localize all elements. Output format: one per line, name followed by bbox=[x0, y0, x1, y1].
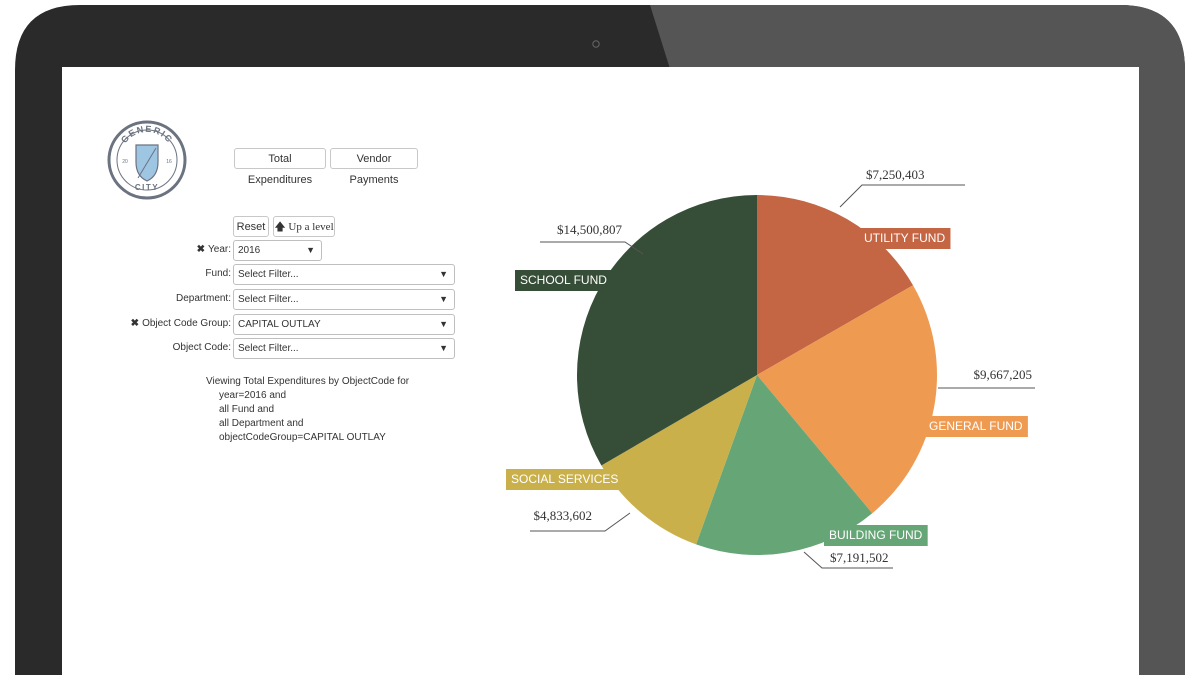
filter-select-value: Select Filter... bbox=[238, 343, 299, 354]
slice-name-label: SOCIAL SERVICES bbox=[511, 472, 618, 486]
slice-value-label: $7,191,502 bbox=[830, 550, 889, 565]
slice-value-label: $9,667,205 bbox=[974, 367, 1033, 382]
remove-filter-icon[interactable]: ✖ bbox=[196, 244, 206, 255]
filter-select-value: Select Filter... bbox=[238, 294, 299, 305]
filter-label-text: Year: bbox=[208, 244, 231, 255]
slice-name-background bbox=[924, 416, 1028, 437]
viewing-line-3: all Department and bbox=[219, 418, 304, 429]
logo-bottom-text: CITY bbox=[135, 183, 159, 192]
filter-label-text: Object Code Group: bbox=[142, 318, 231, 329]
filter-select-0[interactable]: 2016 ▼ bbox=[233, 240, 322, 261]
caret-down-icon: ▼ bbox=[439, 269, 448, 279]
caret-down-icon: ▼ bbox=[439, 294, 448, 304]
leader-line bbox=[803, 551, 893, 569]
slice-name-label: UTILITY FUND bbox=[864, 231, 945, 245]
viewing-line-2: all Fund and bbox=[219, 404, 275, 415]
slice-name-background bbox=[859, 228, 951, 249]
viewing-line-4: objectCodeGroup=CAPITAL OUTLAY bbox=[219, 432, 386, 443]
slice-value-label: $4,833,602 bbox=[534, 508, 593, 523]
pie-labels: $7,250,403 UTILITY FUND $9,667,205 GENERAL … bbox=[506, 167, 1035, 569]
slice-name-label: BUILDING FUND bbox=[829, 528, 923, 542]
pie-slice-building-fund[interactable] bbox=[696, 375, 873, 555]
filter-select-1[interactable]: Select Filter... ▼ bbox=[233, 264, 455, 285]
slice-name-background bbox=[515, 270, 613, 291]
filter-select-4[interactable]: Select Filter... ▼ bbox=[233, 338, 455, 359]
filter-label-text: Department: bbox=[175, 293, 231, 304]
slice-value-label: $14,500,807 bbox=[557, 222, 623, 237]
caret-down-icon: ▼ bbox=[439, 343, 448, 353]
logo-left-num: 20 bbox=[122, 159, 128, 165]
slice-value-label: $7,250,403 bbox=[866, 167, 925, 182]
slice-name-label: GENERAL FUND bbox=[929, 419, 1023, 433]
slice-name-tag: SOCIAL SERVICES bbox=[506, 469, 624, 490]
filter-select-value: Select Filter... bbox=[238, 269, 299, 280]
arrow-up-icon: 🡅 bbox=[274, 221, 286, 233]
filter-label-text: Fund: bbox=[205, 268, 231, 279]
filter-select-2[interactable]: Select Filter... ▼ bbox=[233, 289, 455, 310]
filter-label-4: Object Code: bbox=[100, 338, 231, 358]
viewing-line-1: year=2016 and bbox=[219, 390, 287, 401]
viewing-heading: Viewing Total Expenditures by ObjectCode… bbox=[206, 376, 410, 387]
filter-label-text: Object Code: bbox=[172, 342, 231, 353]
slice-name-tag: SCHOOL FUND bbox=[515, 270, 613, 291]
remove-filter-icon[interactable]: ✖ bbox=[130, 318, 140, 329]
filter-label-1: Fund: bbox=[100, 264, 231, 284]
slice-name-label: SCHOOL FUND bbox=[520, 273, 607, 287]
leader-line bbox=[530, 512, 631, 532]
tab-total-expenditures[interactable]: Total Expenditures bbox=[234, 148, 326, 186]
logo-right-num: 16 bbox=[166, 159, 172, 165]
pie-slice-school-fund[interactable] bbox=[577, 195, 757, 466]
filter-label-2: Department: bbox=[100, 289, 231, 309]
slice-name-tag: BUILDING FUND bbox=[824, 525, 928, 546]
filter-label-3: ✖ Object Code Group: bbox=[100, 314, 231, 334]
camera-dot bbox=[592, 40, 600, 48]
pie-chart bbox=[577, 195, 937, 555]
filter-label-0: ✖ Year: bbox=[100, 240, 231, 260]
caret-down-icon: ▼ bbox=[439, 319, 448, 329]
up-level-button[interactable]: 🡅 Up a level bbox=[273, 216, 335, 237]
slice-name-background bbox=[824, 525, 928, 546]
leader-line bbox=[839, 184, 965, 208]
caret-down-icon: ▼ bbox=[306, 245, 315, 255]
filter-select-value: CAPITAL OUTLAY bbox=[238, 319, 321, 330]
pie-slice-general-fund[interactable] bbox=[757, 285, 937, 514]
filter-select-value: 2016 bbox=[238, 245, 261, 256]
slice-name-tag: GENERAL FUND bbox=[924, 416, 1028, 437]
tab-vendor-payments[interactable]: Vendor Payments bbox=[330, 148, 418, 186]
slice-name-tag: UTILITY FUND bbox=[859, 228, 951, 249]
up-level-label: Up a level bbox=[288, 221, 334, 233]
reset-button[interactable]: Reset bbox=[233, 216, 269, 237]
slice-name-background bbox=[506, 469, 624, 490]
leader-line bbox=[540, 241, 644, 255]
filter-select-3[interactable]: CAPITAL OUTLAY ▼ bbox=[233, 314, 455, 335]
pie-slice-social-services[interactable] bbox=[601, 375, 757, 545]
city-logo: GENERIC 20 16 CITY bbox=[107, 120, 187, 200]
